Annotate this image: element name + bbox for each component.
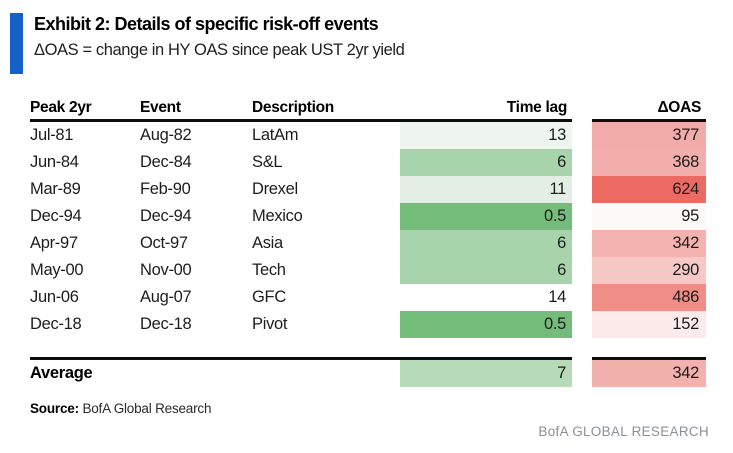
time-lag-heatmap-cell: 6 [400, 257, 572, 284]
event-cell: Aug-07 [140, 288, 192, 306]
exhibit-accent-bar [10, 13, 23, 74]
peak-2yr-cell: Jul-81 [30, 126, 74, 144]
peak-2yr-cell: Dec-94 [30, 207, 82, 225]
column-gap [572, 97, 592, 119]
event-cell: Dec-84 [140, 153, 192, 171]
exhibit-titles: Exhibit 2: Details of specific risk-off … [34, 12, 405, 74]
table-row: Dec-18 Dec-18 Pivot 0.5 152 [30, 311, 706, 338]
average-row: Average 7 342 [30, 357, 706, 387]
source-line: Source: BofA Global Research [30, 401, 733, 416]
column-gap [572, 257, 592, 284]
column-gap [572, 230, 592, 257]
peak-2yr-cell: Jun-06 [30, 288, 79, 306]
exhibit-subtitle: ΔOAS = change in HY OAS since peak UST 2… [34, 40, 405, 59]
description-cell: GFC [252, 288, 286, 306]
peak-2yr-cell: Jun-84 [30, 153, 79, 171]
column-gap [572, 311, 592, 338]
time-lag-heatmap-cell: 0.5 [400, 203, 572, 230]
delta-oas-heatmap-cell: 377 [592, 122, 706, 149]
average-time-lag-cell: 7 [400, 357, 572, 387]
column-gap [572, 284, 592, 311]
delta-oas-heatmap-cell: 368 [592, 149, 706, 176]
peak-2yr-cell: May-00 [30, 261, 84, 279]
column-gap [572, 203, 592, 230]
delta-oas-heatmap-cell: 152 [592, 311, 706, 338]
table-row: Jul-81 Aug-82 LatAm 13 377 [30, 122, 706, 149]
time-lag-heatmap-cell: 6 [400, 230, 572, 257]
delta-oas-heatmap-cell: 624 [592, 176, 706, 203]
peak-2yr-cell: Dec-18 [30, 315, 82, 333]
brand-footer: BofA GLOBAL RESEARCH [538, 424, 709, 439]
table-row: Jun-84 Dec-84 S&L 6 368 [30, 149, 706, 176]
event-cell: Oct-97 [140, 234, 188, 252]
description-cell: Asia [252, 234, 283, 252]
table-row: May-00 Nov-00 Tech 6 290 [30, 257, 706, 284]
average-oas-cell: 342 [592, 357, 706, 387]
description-cell: Tech [252, 261, 286, 279]
exhibit-title: Exhibit 2: Details of specific risk-off … [34, 14, 379, 34]
table-header-row: Peak 2yr Event Description Time lag ΔOAS [30, 97, 706, 122]
delta-oas-heatmap-cell: 486 [592, 284, 706, 311]
delta-oas-heatmap-cell: 290 [592, 257, 706, 284]
source-label: Source: [30, 401, 79, 416]
peak-2yr-cell: Mar-89 [30, 180, 81, 198]
event-cell: Feb-90 [140, 180, 191, 198]
event-cell: Nov-00 [140, 261, 192, 279]
event-cell: Dec-18 [140, 315, 192, 333]
peak-2yr-cell: Apr-97 [30, 234, 78, 252]
time-lag-heatmap-cell: 14 [400, 284, 572, 311]
exhibit-header: Exhibit 2: Details of specific risk-off … [10, 12, 733, 74]
event-cell: Dec-94 [140, 207, 192, 225]
time-lag-heatmap-cell: 6 [400, 149, 572, 176]
column-header-time-lag: Time lag [400, 97, 572, 122]
description-cell: Mexico [252, 207, 303, 225]
column-header-peak-2yr: Peak 2yr [30, 97, 140, 122]
event-cell: Aug-82 [140, 126, 192, 144]
delta-oas-heatmap-cell: 95 [592, 203, 706, 230]
time-lag-heatmap-cell: 0.5 [400, 311, 572, 338]
column-header-event: Event [140, 97, 252, 122]
description-cell: LatAm [252, 126, 299, 144]
column-gap [572, 149, 592, 176]
table-row: Apr-97 Oct-97 Asia 6 342 [30, 230, 706, 257]
delta-oas-heatmap-cell: 342 [592, 230, 706, 257]
table-body: Jul-81 Aug-82 LatAm 13 377 Jun-84 Dec-84… [30, 122, 706, 338]
table-row: Jun-06 Aug-07 GFC 14 486 [30, 284, 706, 311]
time-lag-heatmap-cell: 11 [400, 176, 572, 203]
description-cell: Pivot [252, 315, 288, 333]
table-row: Dec-94 Dec-94 Mexico 0.5 95 [30, 203, 706, 230]
column-gap [572, 357, 592, 384]
column-header-description: Description [252, 97, 400, 122]
column-gap [572, 176, 592, 203]
source-text: BofA Global Research [82, 401, 212, 416]
risk-off-events-table: Peak 2yr Event Description Time lag ΔOAS… [30, 97, 706, 387]
column-gap [572, 122, 592, 149]
time-lag-heatmap-cell: 13 [400, 122, 572, 149]
column-header-delta-oas: ΔOAS [592, 97, 706, 122]
average-label: Average [30, 357, 400, 387]
description-cell: Drexel [252, 180, 298, 198]
description-cell: S&L [252, 153, 283, 171]
table-row: Mar-89 Feb-90 Drexel 11 624 [30, 176, 706, 203]
